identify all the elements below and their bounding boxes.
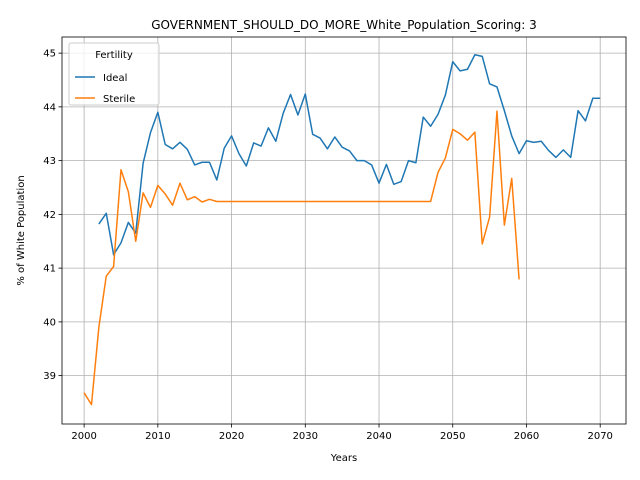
x-axis-label: Years bbox=[330, 453, 357, 464]
legend-label-ideal: Ideal bbox=[103, 73, 127, 84]
chart-title: GOVERNMENT_SHOULD_DO_MORE_White_Populati… bbox=[151, 18, 537, 32]
ticks: 2000 2010 2020 2030 2040 2050 2060 2070 39 40 41 42… bbox=[43, 49, 613, 442]
y-tick-label: 43 bbox=[43, 156, 56, 167]
y-tick-label: 40 bbox=[43, 317, 56, 328]
x-tick-label: 2050 bbox=[440, 431, 465, 442]
y-tick-label: 42 bbox=[43, 210, 56, 221]
y-tick-label: 45 bbox=[43, 49, 56, 60]
x-tick-label: 2070 bbox=[587, 431, 612, 442]
legend-label-sterile: Sterile bbox=[103, 94, 135, 105]
y-axis-label: % of White Population bbox=[16, 175, 27, 285]
series-line-ideal bbox=[98, 53, 601, 256]
grid bbox=[62, 37, 626, 424]
series-line-sterile bbox=[83, 110, 520, 406]
y-tick-label: 44 bbox=[43, 102, 56, 113]
x-tick-label: 2010 bbox=[145, 431, 170, 442]
x-tick-label: 2000 bbox=[71, 431, 96, 442]
x-tick-label: 2030 bbox=[293, 431, 318, 442]
y-tick-label: 41 bbox=[43, 264, 56, 275]
series-lines bbox=[83, 53, 601, 406]
plot-frame bbox=[61, 36, 627, 425]
x-tick-label: 2060 bbox=[514, 431, 539, 442]
legend-box bbox=[68, 42, 160, 106]
legend-items: Ideal Sterile bbox=[75, 73, 135, 105]
legend: Fertility Ideal Sterile bbox=[68, 42, 160, 106]
legend-title: Fertility bbox=[95, 50, 133, 61]
y-tick-label: 39 bbox=[43, 371, 56, 382]
x-tick-label: 2040 bbox=[366, 431, 391, 442]
x-tick-label: 2020 bbox=[219, 431, 244, 442]
